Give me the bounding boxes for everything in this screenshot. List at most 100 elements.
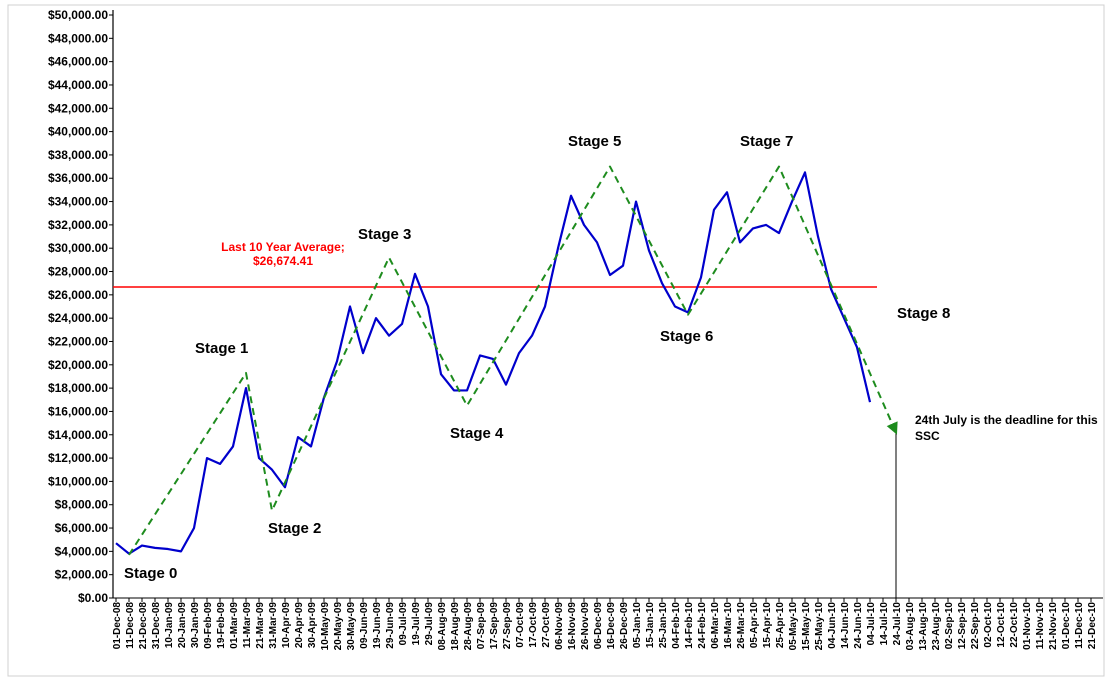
x-tick-label: 15-Jan-10 xyxy=(645,602,656,649)
x-tick-label: 10-Apr-09 xyxy=(281,602,292,649)
stage-label: Stage 2 xyxy=(268,520,321,537)
y-tick-label: $8,000.00 xyxy=(55,498,109,512)
x-tick-label: 21-Dec-08 xyxy=(138,602,149,650)
x-tick-label: 21-Nov-10 xyxy=(1048,602,1059,650)
x-tick-label: 25-Jan-10 xyxy=(658,602,669,649)
x-tick-label: 24-Jul-10 xyxy=(892,602,903,646)
x-tick-label: 05-Apr-10 xyxy=(749,602,760,649)
x-tick-label: 24-Feb-10 xyxy=(697,602,708,649)
stage-label: Stage 4 xyxy=(450,425,504,442)
stage-label: Stage 3 xyxy=(358,226,411,243)
x-tick-label: 05-Jan-10 xyxy=(632,602,643,649)
y-tick-label: $34,000.00 xyxy=(48,195,108,209)
x-tick-label: 13-Aug-10 xyxy=(918,602,929,651)
x-tick-label: 18-Aug-09 xyxy=(450,602,461,651)
x-tick-label: 01-Dec-10 xyxy=(1061,602,1072,650)
x-tick-label: 16-Nov-09 xyxy=(567,602,578,650)
x-tick-label: 20-May-09 xyxy=(333,602,344,651)
y-tick-label: $30,000.00 xyxy=(48,241,108,255)
x-tick-label: 26-Mar-10 xyxy=(736,602,747,649)
chart-frame xyxy=(7,4,1105,677)
reference-value-label: $26,674.41 xyxy=(253,254,313,268)
stage-label: Stage 0 xyxy=(124,565,177,582)
x-tick-label: 07-Sep-09 xyxy=(476,602,487,650)
y-tick-label: $12,000.00 xyxy=(48,451,108,465)
x-tick-label: 26-Dec-09 xyxy=(619,602,630,650)
x-tick-label: 19-Jul-09 xyxy=(411,602,422,646)
x-tick-label: 02-Sep-10 xyxy=(944,602,955,650)
y-tick-label: $2,000.00 xyxy=(55,568,109,582)
deadline-note: 24th July is the deadline for this SSC xyxy=(915,413,1098,443)
x-tick-label: 23-Aug-10 xyxy=(931,602,942,651)
x-tick-label: 10-Jan-09 xyxy=(164,602,175,649)
x-tick-label: 19-Feb-09 xyxy=(216,602,227,649)
y-tick-label: $10,000.00 xyxy=(48,474,108,488)
x-tick-label: 11-Nov-10 xyxy=(1035,602,1046,650)
x-tick-label: 03-Aug-10 xyxy=(905,602,916,651)
x-tick-label: 20-Apr-09 xyxy=(294,602,305,649)
y-tick-label: $40,000.00 xyxy=(48,125,108,139)
x-tick-label: 11-Mar-09 xyxy=(242,602,253,649)
y-tick-label: $28,000.00 xyxy=(48,265,108,279)
x-tick-label: 06-Nov-09 xyxy=(554,602,565,650)
x-tick-label: 09-Jun-09 xyxy=(359,602,370,649)
stage-label: Stage 1 xyxy=(195,340,248,357)
data-line xyxy=(115,171,872,555)
reference-label: Last 10 Year Average; xyxy=(221,240,345,254)
x-tick-label: 09-Jul-09 xyxy=(398,602,409,646)
x-tick-label: 24-Jun-10 xyxy=(853,602,864,649)
x-tick-label: 01-Nov-10 xyxy=(1022,602,1033,650)
x-tick-label: 30-Apr-09 xyxy=(307,602,318,649)
y-tick-label: $48,000.00 xyxy=(48,31,108,45)
x-tick-label: 31-Mar-09 xyxy=(268,602,279,649)
y-tick-label: $16,000.00 xyxy=(48,404,108,418)
stage-label: Stage 7 xyxy=(740,133,793,150)
x-tick-label: 16-Mar-10 xyxy=(723,602,734,649)
y-tick-label: $42,000.00 xyxy=(48,101,108,115)
x-tick-label: 01-Dec-08 xyxy=(112,602,123,650)
x-tick-label: 16-Dec-09 xyxy=(606,602,617,650)
x-tick-label: 14-Feb-10 xyxy=(684,602,695,649)
x-tick-label: 11-Dec-08 xyxy=(125,602,136,649)
x-tick-label: 04-Feb-10 xyxy=(671,602,682,649)
y-tick-label: $44,000.00 xyxy=(48,78,108,92)
y-tick-label: $14,000.00 xyxy=(48,428,108,442)
y-tick-label: $38,000.00 xyxy=(48,148,108,162)
x-tick-label: 02-Oct-10 xyxy=(983,602,994,648)
x-tick-label: 31-Dec-08 xyxy=(151,602,162,650)
y-tick-label: $4,000.00 xyxy=(55,544,109,558)
y-tick-label: $32,000.00 xyxy=(48,218,108,232)
x-tick-label: 08-Aug-09 xyxy=(437,602,448,651)
x-tick-label: 17-Sep-09 xyxy=(489,602,500,650)
y-tick-label: $26,000.00 xyxy=(48,288,108,302)
x-tick-label: 20-Jan-09 xyxy=(177,602,188,649)
x-tick-label: 14-Jul-10 xyxy=(879,602,890,646)
x-tick-label: 25-Apr-10 xyxy=(775,602,786,649)
x-tick-label: 12-Sep-10 xyxy=(957,602,968,650)
x-tick-label: 09-Feb-09 xyxy=(203,602,214,649)
y-tick-label: $36,000.00 xyxy=(48,171,108,185)
x-tick-label: 28-Aug-09 xyxy=(463,602,474,651)
x-tick-label: 15-May-10 xyxy=(801,602,812,651)
x-tick-label: 29-Jul-09 xyxy=(424,602,435,646)
trend-line xyxy=(128,165,898,556)
y-tick-label: $22,000.00 xyxy=(48,334,108,348)
x-tick-label: 10-May-09 xyxy=(320,602,331,651)
x-tick-label: 21-Dec-10 xyxy=(1087,602,1098,650)
x-tick-label: 26-Nov-09 xyxy=(580,602,591,650)
y-tick-label: $50,000.00 xyxy=(48,8,108,22)
x-tick-label: 22-Sep-10 xyxy=(970,602,981,650)
x-tick-label: 15-Apr-10 xyxy=(762,602,773,649)
y-tick-label: $20,000.00 xyxy=(48,358,108,372)
y-tick-label: $0.00 xyxy=(78,591,108,605)
x-tick-label: 27-Sep-09 xyxy=(502,602,513,650)
x-tick-label: 04-Jun-10 xyxy=(827,602,838,649)
stage-label: Stage 6 xyxy=(660,328,713,345)
x-tick-label: 25-May-10 xyxy=(814,602,825,651)
x-tick-label: 29-Jun-09 xyxy=(385,602,396,649)
y-tick-label: $24,000.00 xyxy=(48,311,108,325)
x-tick-label: 05-May-10 xyxy=(788,602,799,651)
x-tick-label: 17-Oct-09 xyxy=(528,602,539,648)
x-tick-label: 30-May-09 xyxy=(346,602,357,651)
